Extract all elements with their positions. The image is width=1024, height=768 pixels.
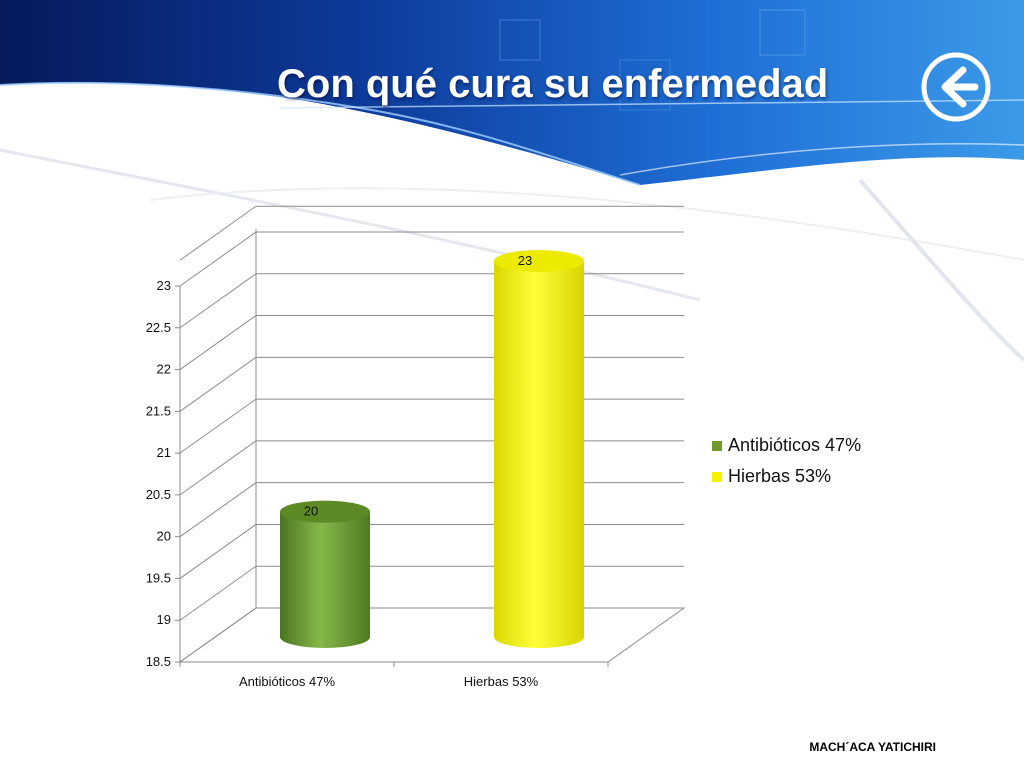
- bar-data-label: 20: [304, 504, 318, 519]
- y-tick-label: 19: [157, 612, 171, 627]
- bar-body: [280, 511, 370, 648]
- chart-legend: Antibióticos 47% Hierbas 53%: [712, 430, 861, 492]
- gridline-side: [179, 565, 257, 621]
- y-tick-label: 18.5: [146, 654, 171, 669]
- chart-floor-plane: [178, 607, 686, 663]
- y-tick-label: 21.5: [146, 403, 171, 418]
- y-tick-label: 22.5: [146, 320, 171, 335]
- footer-text: MACH´ACA YATICHIRI: [809, 740, 936, 754]
- gridline-side: [179, 231, 257, 287]
- legend-swatch-hierbas: [712, 471, 722, 482]
- y-axis: 18.5 19 19.5 20 20.5 21 21.5 22 22.5 23: [146, 278, 180, 669]
- y-tick-label: 19.5: [146, 570, 171, 585]
- gridline-side: [179, 482, 257, 538]
- gridline-side: [179, 273, 257, 329]
- arrow-left-circle-icon: [921, 52, 991, 122]
- x-axis: Antibióticos 47% Hierbas 53%: [179, 661, 609, 689]
- x-tick-label: Hierbas 53%: [464, 674, 539, 689]
- bar-body: [494, 261, 584, 648]
- bar-top: [494, 250, 584, 272]
- chart-walls: [179, 229, 257, 662]
- y-tick-label: 23: [157, 278, 171, 293]
- chart-bars: [280, 250, 584, 648]
- y-tick-label: 21: [157, 445, 171, 460]
- back-button[interactable]: [919, 50, 993, 124]
- legend-label-hierbas: Hierbas 53%: [728, 466, 832, 486]
- legend-item-hierbas: Hierbas 53%: [712, 461, 861, 492]
- bar-cylinder: [494, 250, 584, 648]
- gridline-side: [179, 205, 257, 261]
- gridline-side: [179, 398, 257, 454]
- legend-label-antibioticos: Antibióticos 47%: [728, 435, 862, 455]
- legend-swatch-antibioticos: [712, 440, 722, 451]
- gridline-side: [179, 356, 257, 412]
- y-tick-label: 22: [157, 362, 171, 377]
- y-tick-label: 20: [157, 529, 171, 544]
- chart-floor: [178, 607, 686, 663]
- y-tick-label: 20.5: [146, 487, 171, 502]
- gridline-side: [179, 607, 257, 663]
- slide-title: Con qué cura su enfermedad: [277, 62, 829, 106]
- x-tick-label: Antibióticos 47%: [239, 674, 336, 689]
- gridline-side: [179, 315, 257, 370]
- gridline-side: [179, 440, 257, 496]
- legend-item-antibioticos: Antibióticos 47%: [712, 430, 861, 461]
- bar-top: [280, 500, 370, 523]
- gridline-side: [179, 524, 257, 579]
- bar-cylinder: [280, 500, 370, 648]
- bar-data-label: 23: [518, 253, 532, 268]
